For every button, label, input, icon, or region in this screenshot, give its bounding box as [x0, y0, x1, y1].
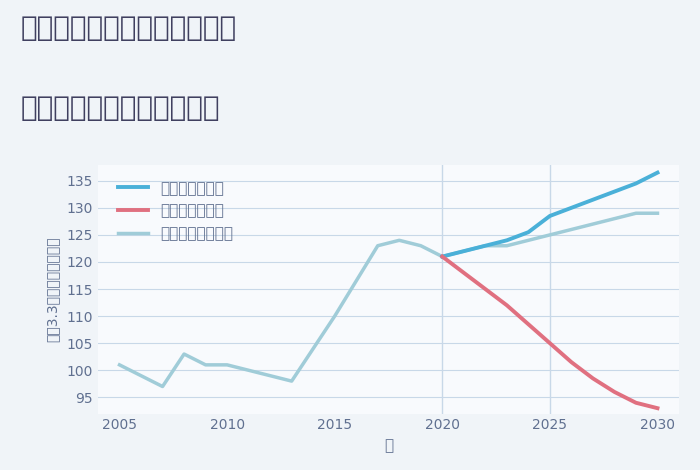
グッドシナリオ	[653, 170, 662, 175]
ノーマルシナリオ	[546, 232, 554, 238]
ノーマルシナリオ	[395, 237, 403, 243]
ノーマルシナリオ	[180, 351, 188, 357]
グッドシナリオ	[524, 229, 533, 235]
バッドシナリオ	[546, 340, 554, 346]
ノーマルシナリオ	[202, 362, 210, 368]
ノーマルシナリオ	[632, 211, 640, 216]
ノーマルシナリオ	[460, 248, 468, 254]
ノーマルシナリオ	[653, 211, 662, 216]
ノーマルシナリオ	[610, 216, 619, 221]
グッドシナリオ	[632, 180, 640, 186]
バッドシナリオ	[460, 270, 468, 275]
グッドシナリオ	[546, 213, 554, 219]
ノーマルシナリオ	[288, 378, 296, 384]
グッドシナリオ	[438, 254, 447, 259]
バッドシナリオ	[503, 303, 511, 308]
ノーマルシナリオ	[116, 362, 124, 368]
ノーマルシナリオ	[567, 227, 575, 232]
ノーマルシナリオ	[503, 243, 511, 249]
ノーマルシナリオ	[223, 362, 231, 368]
Line: バッドシナリオ: バッドシナリオ	[442, 257, 657, 408]
ノーマルシナリオ	[438, 254, 447, 259]
Text: 中古マンションの価格推移: 中古マンションの価格推移	[21, 94, 221, 122]
グッドシナリオ	[481, 243, 489, 249]
Legend: グッドシナリオ, バッドシナリオ, ノーマルシナリオ: グッドシナリオ, バッドシナリオ, ノーマルシナリオ	[111, 175, 239, 247]
グッドシナリオ	[610, 189, 619, 195]
バッドシナリオ	[653, 405, 662, 411]
バッドシナリオ	[567, 360, 575, 365]
グッドシナリオ	[460, 248, 468, 254]
Line: グッドシナリオ: グッドシナリオ	[442, 172, 657, 257]
ノーマルシナリオ	[481, 243, 489, 249]
バッドシナリオ	[524, 321, 533, 327]
バッドシナリオ	[610, 389, 619, 395]
Line: ノーマルシナリオ: ノーマルシナリオ	[120, 213, 657, 386]
バッドシナリオ	[438, 254, 447, 259]
グッドシナリオ	[567, 205, 575, 211]
バッドシナリオ	[481, 286, 489, 292]
バッドシナリオ	[632, 400, 640, 406]
グッドシナリオ	[589, 197, 597, 203]
ノーマルシナリオ	[416, 243, 425, 249]
X-axis label: 年: 年	[384, 438, 393, 453]
Text: 愛知県名古屋市南区汐田町の: 愛知県名古屋市南区汐田町の	[21, 14, 237, 42]
ノーマルシナリオ	[330, 313, 339, 319]
ノーマルシナリオ	[589, 221, 597, 227]
ノーマルシナリオ	[158, 384, 167, 389]
バッドシナリオ	[589, 376, 597, 381]
Y-axis label: 坪（3.3㎡）単価（万円）: 坪（3.3㎡）単価（万円）	[46, 236, 60, 342]
ノーマルシナリオ	[524, 237, 533, 243]
ノーマルシナリオ	[374, 243, 382, 249]
グッドシナリオ	[503, 237, 511, 243]
